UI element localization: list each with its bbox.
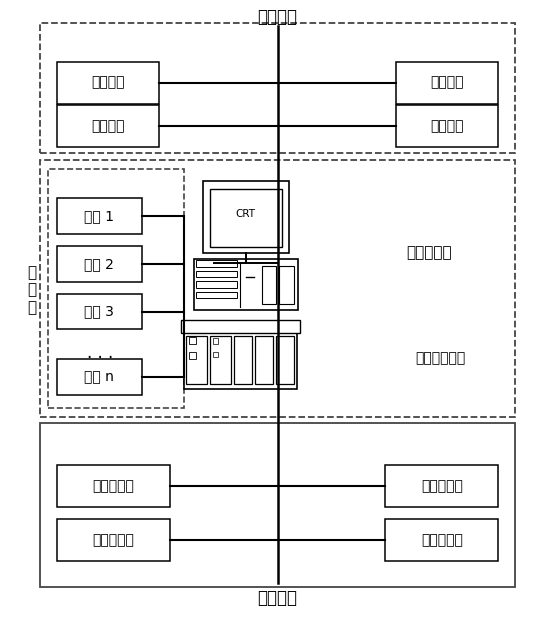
Text: 电流检测仪: 电流检测仪 [421,479,463,493]
Text: 水泵 2: 水泵 2 [84,257,114,271]
Bar [57,245,142,282]
Bar [189,353,196,359]
Bar [196,270,237,277]
Text: · · ·: · · · [87,349,113,367]
Bar [213,352,219,358]
Bar [57,465,170,507]
Bar [255,336,273,384]
Bar [396,62,498,103]
Bar [189,337,196,344]
Text: 报警显示: 报警显示 [431,119,464,133]
Text: 检测单元: 检测单元 [258,589,297,607]
Bar [203,181,289,252]
Bar [234,336,252,384]
Text: 数据记录: 数据记录 [91,119,124,133]
Text: 水泵 n: 水泵 n [84,370,114,384]
Bar [196,292,237,298]
Bar [57,198,142,234]
Bar [57,359,142,395]
Text: 水泵 1: 水泵 1 [84,209,114,223]
Bar [48,169,184,407]
Bar [40,159,515,417]
Bar [186,336,208,384]
Bar [40,23,515,153]
Text: 电压检测仪: 电压检测仪 [421,533,463,547]
Text: 流量变送器: 流量变送器 [92,533,134,547]
Text: 水泵 3: 水泵 3 [84,305,114,318]
Bar [385,519,498,561]
Bar [194,259,299,310]
Bar [57,105,159,147]
Bar [210,336,231,384]
Bar [181,320,300,333]
Text: 运行控制: 运行控制 [91,75,124,90]
Bar [196,281,237,288]
Text: 监控计算机: 监控计算机 [407,245,452,260]
Bar [213,338,219,344]
Text: 多
泵
组: 多 泵 组 [27,265,36,315]
Bar [279,265,294,304]
Bar [196,260,237,267]
Bar [184,324,297,389]
Bar [262,265,276,304]
Text: 压力变送器: 压力变送器 [92,479,134,493]
Bar [57,62,159,103]
Text: CRT: CRT [236,209,256,219]
Bar [57,293,142,330]
Bar [40,423,515,587]
Bar [276,336,294,384]
Text: 监控单元: 监控单元 [258,8,297,26]
Bar [396,105,498,147]
Text: 运行状态: 运行状态 [431,75,464,90]
Bar [385,465,498,507]
Text: 可编程控制器: 可编程控制器 [415,351,466,365]
Bar [57,519,170,561]
Bar [210,189,282,247]
